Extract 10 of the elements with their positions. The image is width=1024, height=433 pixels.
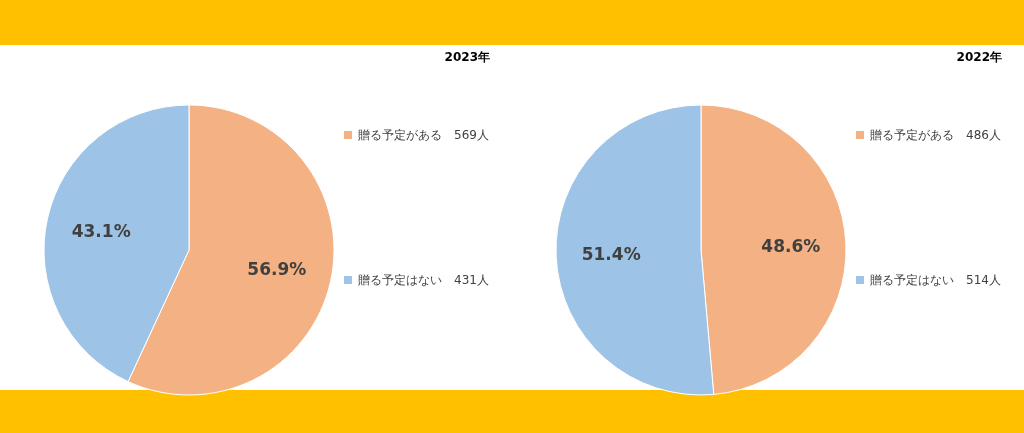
chart-title: 2022年 [956, 49, 1002, 66]
legend-label: 贈る予定がある 486人 [870, 126, 1001, 144]
data-label: 48.6% [761, 236, 821, 257]
legend-label: 贈る予定はない 514人 [870, 271, 1001, 289]
chart-title: 2023年 [444, 49, 490, 66]
legend-label: 贈る予定がある 569人 [358, 126, 489, 144]
data-label: 56.9% [247, 259, 307, 280]
data-label: 51.4% [581, 243, 641, 264]
legend-label: 贈る予定はない 431人 [358, 271, 489, 289]
data-label: 43.1% [71, 220, 131, 241]
